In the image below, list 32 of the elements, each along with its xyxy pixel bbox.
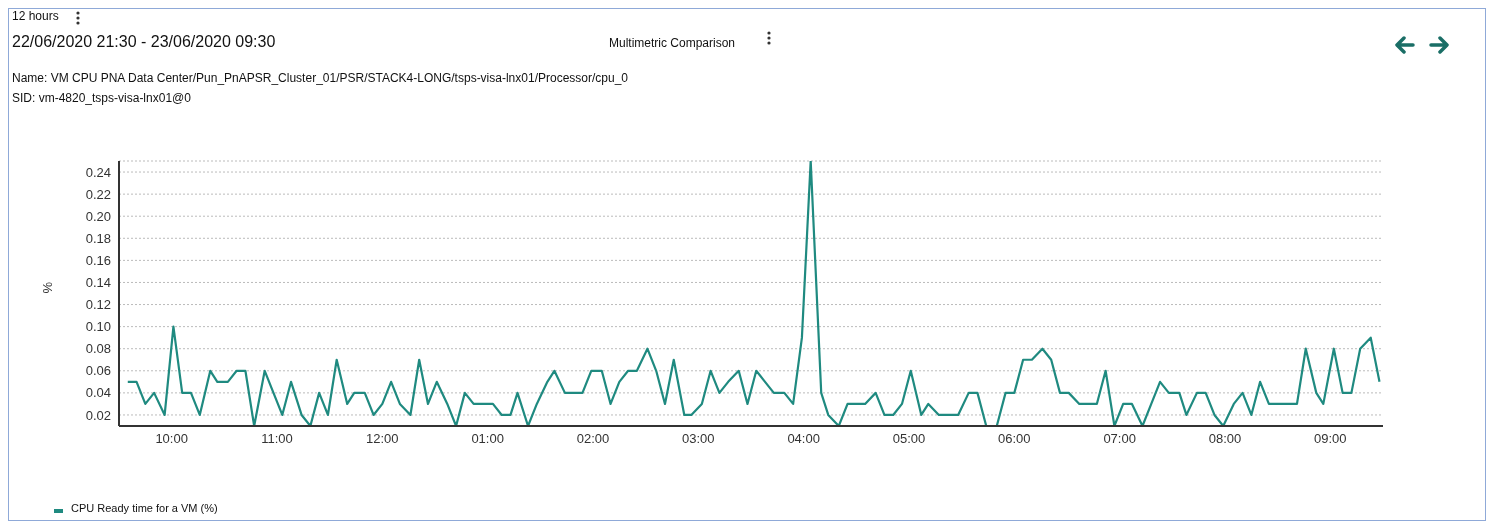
x-tick-label: 06:00	[998, 431, 1031, 447]
text: SID: vm-4820_tsps-visa-lnx01@0	[12, 91, 191, 105]
chart-title: 22/06/2020 21:30 - 23/06/2020 09:30	[12, 33, 276, 51]
text: 12 hours	[12, 9, 59, 23]
x-tick-label: 08:00	[1208, 431, 1242, 447]
x-tick-label: 11:00	[261, 431, 293, 447]
x-tick-label: 03:00	[682, 431, 715, 447]
y-tick-label: 0.06	[85, 363, 111, 379]
legend-label: CPU Ready time for a VM (%)	[71, 501, 218, 515]
x-tick-label: 07:00	[1103, 431, 1136, 447]
text: Name: VM CPU PNA Data Center/Pun_PnAPSR_Cluster_01/PSR/STACK4-LONG/tsps-visa-lnx01/Processor/cpu_0	[12, 71, 629, 85]
x-tick-label: 05:00	[892, 431, 926, 447]
y-axis-title: %	[39, 281, 55, 294]
y-tick-label: 0.10	[85, 319, 111, 335]
y-tick-label: 0.02	[85, 407, 111, 423]
x-tick-label: 04:00	[787, 431, 820, 447]
y-tick-label: 0.22	[85, 186, 111, 202]
x-tick-label: 12:00	[366, 431, 399, 447]
y-tick-label: 0.16	[85, 252, 111, 268]
y-tick-label: 0.12	[85, 297, 111, 313]
y-tick-label: 0.20	[85, 208, 111, 224]
x-tick-label: 09:00	[1314, 431, 1347, 447]
text: Multimetric Comparison	[609, 36, 736, 50]
y-tick-label: 0.24	[85, 164, 111, 180]
y-tick-label: 0.04	[85, 385, 111, 401]
y-tick-label: 0.08	[85, 341, 111, 357]
line-series	[126, 161, 1381, 426]
y-tick-label: 0.18	[85, 230, 111, 246]
x-tick-label: 02:00	[576, 431, 610, 447]
x-tick-label: 10:00	[155, 431, 188, 447]
x-tick-label: 01:00	[471, 431, 504, 447]
y-tick-label: 0.14	[85, 275, 111, 291]
